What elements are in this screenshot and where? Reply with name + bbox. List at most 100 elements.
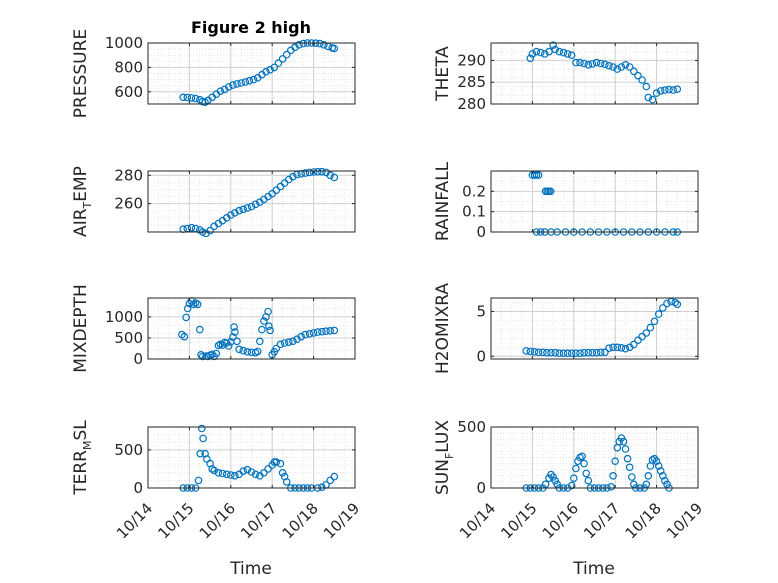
data-point	[551, 348, 560, 357]
data-point	[233, 80, 241, 88]
data-point	[580, 348, 588, 357]
data-point	[284, 338, 293, 347]
data-point	[187, 94, 196, 102]
data-point	[555, 349, 564, 358]
data-point	[613, 65, 622, 73]
data-point	[642, 480, 651, 489]
data-point	[547, 348, 555, 357]
data-point	[229, 81, 237, 89]
data-point	[245, 77, 254, 85]
data-point	[534, 348, 543, 357]
data-point	[547, 470, 555, 479]
data-point	[671, 298, 680, 307]
panel-air-temp: 260 280 AIRTEMP	[71, 166, 356, 237]
data-point	[546, 187, 555, 196]
data-point	[220, 85, 229, 94]
axes-box	[490, 297, 699, 360]
data-point	[576, 58, 584, 67]
y-tick-label: 280	[114, 166, 143, 184]
data-point	[619, 437, 628, 446]
data-point	[266, 66, 274, 74]
x-tick-label: 10/14	[113, 499, 156, 542]
data-point	[601, 348, 609, 357]
data-point	[526, 54, 535, 63]
data-point	[299, 39, 308, 48]
data-point	[644, 93, 653, 102]
y-tick-label: 1000	[105, 34, 143, 52]
y-axis-label: AIRTEMP	[71, 166, 94, 237]
y-tick-label: 500	[114, 329, 143, 347]
data-point	[305, 329, 314, 338]
series-mixdepth	[178, 297, 339, 361]
data-point	[609, 63, 617, 71]
data-point	[326, 326, 335, 335]
data-point	[534, 171, 543, 179]
panel-rainfall: 0 0.1 0.2 RAINFALL	[433, 161, 699, 241]
y-axis-label: THETA	[433, 46, 453, 102]
data-point	[530, 347, 539, 356]
data-point	[638, 332, 646, 341]
data-point	[282, 478, 291, 486]
data-point	[584, 61, 593, 69]
y-axis-label: SUNFLUX	[433, 420, 456, 495]
data-point	[607, 482, 615, 491]
data-point	[576, 349, 584, 358]
data-point	[596, 59, 605, 68]
data-point	[249, 75, 258, 84]
data-point	[243, 204, 252, 212]
data-point	[617, 63, 626, 71]
data-point	[638, 76, 646, 84]
data-point	[536, 48, 545, 57]
axes-box	[490, 170, 699, 233]
data-point	[262, 67, 270, 76]
data-point	[654, 462, 663, 470]
data-point	[187, 223, 196, 232]
axes-box	[147, 297, 356, 360]
data-point	[559, 48, 568, 57]
data-point	[180, 332, 189, 341]
x-tick-label: 10/19	[663, 499, 706, 542]
data-point	[229, 333, 237, 341]
y-tick-label: 500	[114, 441, 143, 459]
y-tick-label: 260	[114, 195, 143, 213]
data-point	[658, 304, 667, 312]
data-point	[652, 89, 661, 97]
x-tick-label: 10/17	[580, 499, 623, 542]
x-tick-label: 10/18	[622, 499, 665, 542]
data-point	[625, 463, 634, 472]
data-point	[278, 55, 287, 63]
data-point	[588, 348, 597, 357]
data-point	[629, 340, 638, 349]
y-tick-label: 0	[476, 479, 486, 497]
y-tick-label: 0.1	[462, 203, 486, 221]
x-tick-label: 10/17	[237, 499, 280, 542]
data-point	[663, 480, 671, 489]
data-point	[642, 82, 651, 91]
data-point	[588, 60, 597, 68]
data-point	[297, 332, 306, 341]
data-point	[320, 40, 328, 49]
data-point	[266, 326, 274, 335]
data-point	[247, 468, 256, 476]
data-point	[272, 186, 281, 195]
data-point	[648, 95, 657, 104]
data-point	[559, 349, 568, 358]
data-point	[549, 473, 557, 481]
data-point	[237, 79, 246, 87]
axes-box	[490, 426, 699, 489]
data-point	[318, 167, 326, 176]
data-point	[270, 63, 279, 72]
data-point	[212, 349, 221, 358]
y-tick-label: 800	[114, 58, 143, 76]
data-point	[621, 344, 630, 353]
data-point	[214, 468, 223, 477]
axes-box	[147, 42, 356, 105]
data-point	[567, 481, 576, 490]
data-point	[216, 87, 225, 96]
panel-mixdepth: 0 500 1000 MIXDEPTH	[71, 284, 356, 373]
y-axis-label: H2OMIXRA	[433, 283, 453, 374]
data-point	[239, 205, 248, 214]
data-point	[278, 468, 287, 477]
